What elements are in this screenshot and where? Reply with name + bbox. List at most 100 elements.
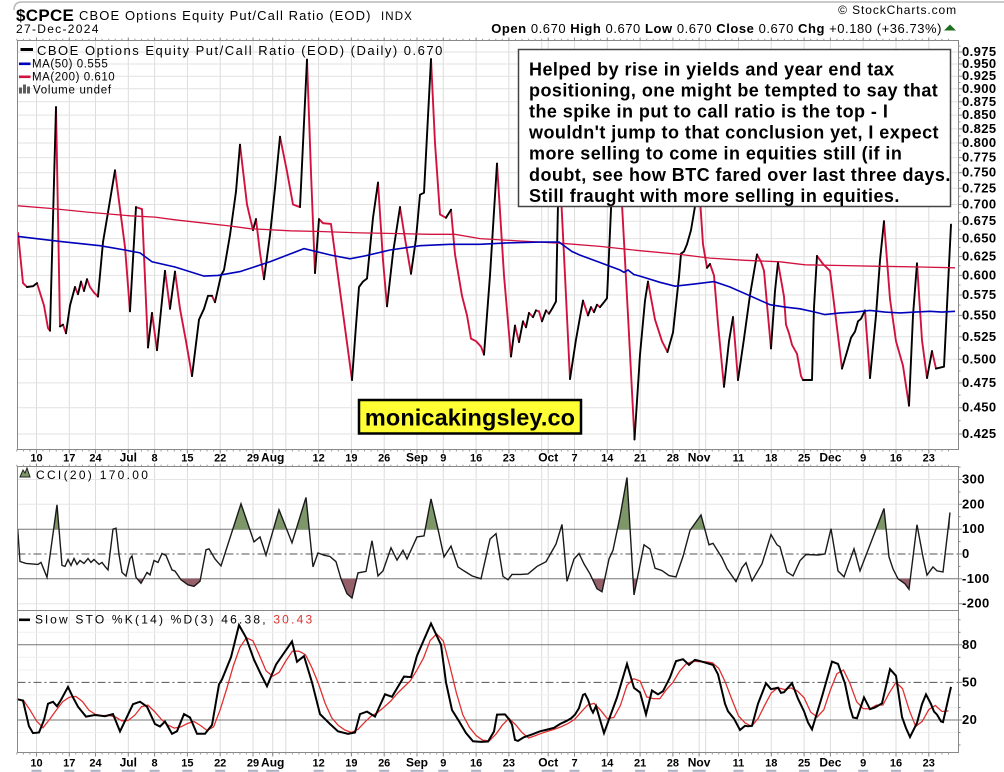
svg-text:15: 15	[181, 758, 193, 770]
svg-text:Aug: Aug	[261, 756, 284, 770]
svg-text:23: 23	[503, 758, 515, 770]
svg-text:Jul: Jul	[120, 451, 137, 465]
svg-text:8: 8	[152, 453, 158, 465]
svg-text:© StockCharts.com: © StockCharts.com	[838, 3, 957, 17]
svg-text:24: 24	[89, 453, 102, 465]
svg-text:7: 7	[571, 453, 577, 465]
svg-text:0.425: 0.425	[962, 426, 997, 441]
svg-text:-100: -100	[962, 571, 990, 586]
svg-text:10: 10	[30, 758, 42, 770]
svg-text:14: 14	[601, 758, 614, 770]
svg-text:0.800: 0.800	[962, 135, 997, 150]
svg-text:CCI(20) 170.00: CCI(20) 170.00	[36, 468, 150, 482]
svg-text:16: 16	[890, 758, 902, 770]
svg-text:0.750: 0.750	[962, 165, 997, 180]
svg-text:MA(200) 0.610: MA(200) 0.610	[32, 72, 115, 84]
svg-text:9: 9	[440, 453, 446, 465]
svg-text:Dec: Dec	[819, 756, 841, 770]
svg-text:26: 26	[378, 453, 390, 465]
svg-text:16: 16	[470, 758, 482, 770]
svg-text:9: 9	[860, 453, 866, 465]
svg-text:CBOE Options Equity Put/Call R: CBOE Options Equity Put/Call Ratio (EOD)	[79, 8, 372, 23]
svg-text:14: 14	[601, 453, 614, 465]
svg-text:INDX: INDX	[381, 11, 413, 23]
svg-text:0.950: 0.950	[962, 56, 997, 71]
svg-text:wouldn't jump to that conclusi: wouldn't jump to that conclusion yet, I …	[528, 123, 939, 143]
svg-text:20: 20	[962, 712, 977, 727]
svg-text:Slow STO %K(14) %D(3) 46.38, 3: Slow STO %K(14) %D(3) 46.38, 30.43	[35, 613, 314, 627]
svg-text:18: 18	[765, 758, 777, 770]
svg-text:more selling to come in equiti: more selling to come in equities still (…	[529, 144, 902, 164]
svg-text:25: 25	[798, 758, 810, 770]
svg-text:0.475: 0.475	[962, 375, 997, 390]
svg-text:0.925: 0.925	[962, 68, 997, 83]
svg-text:0.550: 0.550	[962, 307, 997, 322]
svg-text:7: 7	[571, 758, 577, 770]
svg-text:50: 50	[962, 674, 977, 689]
svg-text:24: 24	[89, 758, 102, 770]
svg-text:the spike in put to call ratio: the spike in put to call ratio is the to…	[529, 102, 888, 122]
svg-text:0.500: 0.500	[962, 351, 997, 366]
svg-text:Nov: Nov	[688, 756, 711, 770]
svg-text:29: 29	[247, 453, 259, 465]
svg-text:Oct: Oct	[538, 451, 558, 465]
svg-text:0.850: 0.850	[962, 107, 997, 122]
svg-text:23: 23	[923, 758, 935, 770]
svg-text:19: 19	[345, 758, 357, 770]
svg-text:23: 23	[503, 453, 515, 465]
svg-text:Jul: Jul	[120, 756, 137, 770]
svg-text:monicakingsley.co: monicakingsley.co	[365, 405, 575, 431]
svg-text:0.575: 0.575	[962, 287, 997, 302]
svg-text:100: 100	[962, 521, 985, 536]
svg-text:0.700: 0.700	[962, 197, 997, 212]
svg-text:15: 15	[181, 453, 193, 465]
svg-text:16: 16	[470, 453, 482, 465]
svg-text:10: 10	[30, 453, 42, 465]
svg-text:0.825: 0.825	[962, 121, 997, 136]
svg-text:17: 17	[63, 453, 75, 465]
svg-text:Sep: Sep	[406, 451, 428, 465]
svg-text:19: 19	[345, 453, 357, 465]
svg-text:21: 21	[634, 758, 646, 770]
svg-text:0: 0	[962, 546, 970, 561]
svg-text:0.525: 0.525	[962, 329, 997, 344]
svg-text:28: 28	[667, 453, 679, 465]
svg-text:9: 9	[440, 758, 446, 770]
svg-text:22: 22	[214, 453, 226, 465]
svg-text:28: 28	[667, 758, 679, 770]
svg-text:Oct: Oct	[538, 756, 558, 770]
svg-text:18: 18	[765, 453, 777, 465]
svg-text:27-Dec-2024: 27-Dec-2024	[16, 22, 100, 36]
svg-text:Sep: Sep	[406, 756, 428, 770]
svg-text:Open 0.670 High 0.670 Low 0.67: Open 0.670 High 0.670 Low 0.670 Close 0.…	[491, 21, 942, 36]
svg-text:16: 16	[890, 453, 902, 465]
svg-text:0.900: 0.900	[962, 81, 997, 96]
svg-text:Dec: Dec	[819, 451, 841, 465]
svg-text:Helped by rise in yields and y: Helped by rise in yields and year end ta…	[529, 60, 895, 80]
svg-text:21: 21	[634, 453, 646, 465]
svg-text:0.600: 0.600	[962, 267, 997, 282]
svg-text:0.450: 0.450	[962, 400, 997, 415]
svg-text:0.650: 0.650	[962, 231, 997, 246]
svg-text:Nov: Nov	[688, 451, 711, 465]
svg-text:200: 200	[962, 496, 985, 511]
svg-text:22: 22	[214, 758, 226, 770]
svg-text:doubt, see how BTC fared over: doubt, see how BTC fared over last three…	[529, 165, 951, 185]
svg-text:12: 12	[312, 453, 324, 465]
svg-text:Volume undef: Volume undef	[33, 85, 112, 97]
svg-text:17: 17	[63, 758, 75, 770]
svg-text:$CPCE: $CPCE	[16, 6, 74, 25]
svg-text:11: 11	[733, 758, 745, 770]
svg-text:23: 23	[923, 453, 935, 465]
svg-text:8: 8	[152, 758, 158, 770]
svg-text:CBOE Options Equity Put/Call R: CBOE Options Equity Put/Call Ratio (EOD)…	[37, 43, 444, 58]
svg-text:0.725: 0.725	[962, 180, 997, 195]
svg-text:0.975: 0.975	[962, 44, 997, 59]
svg-text:0.775: 0.775	[962, 150, 997, 165]
svg-text:11: 11	[733, 453, 745, 465]
svg-text:12: 12	[312, 758, 324, 770]
svg-text:0.625: 0.625	[962, 249, 997, 264]
svg-text:positioning, one might be temp: positioning, one might be tempted to say…	[529, 81, 938, 101]
svg-text:MA(50) 0.555: MA(50) 0.555	[32, 59, 108, 71]
svg-text:29: 29	[247, 758, 259, 770]
